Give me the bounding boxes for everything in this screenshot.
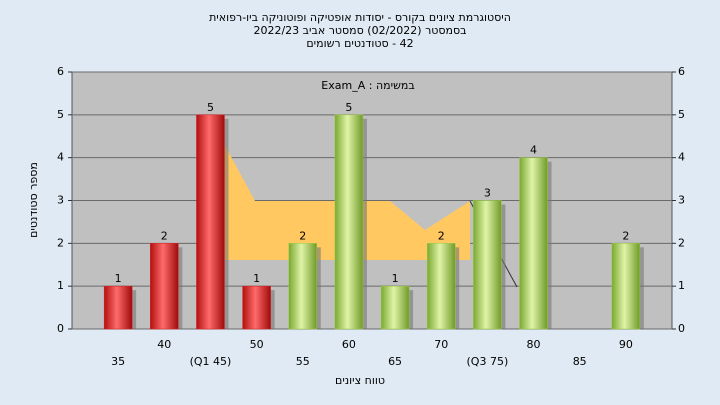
data-label: 2	[161, 229, 168, 242]
y2-tick-label: 6	[678, 65, 685, 78]
x-axis-title: טווח ציונים	[335, 374, 385, 387]
x-tick-label: 65	[388, 355, 402, 368]
data-label: 4	[530, 144, 537, 157]
x-tick-label: 90	[619, 338, 633, 351]
y-tick-label: 2	[57, 236, 64, 249]
bar	[611, 243, 641, 330]
data-label: 2	[622, 229, 629, 242]
bar	[380, 285, 410, 330]
y2-tick-label: 0	[678, 322, 685, 335]
annotation: במשימה : Exam_A	[321, 79, 414, 92]
data-label: 2	[438, 229, 445, 242]
bar	[288, 243, 318, 330]
data-label: 1	[115, 272, 122, 285]
y2-tick-label: 5	[678, 108, 685, 121]
data-label: 5	[345, 101, 352, 114]
y2-tick-label: 3	[678, 194, 685, 207]
chart-subtitle: בסמסטר (02/2022) סמסטר אביב 2022/23	[253, 24, 466, 37]
chart-subtitle: 42 - סטודנטים רשומים	[306, 37, 413, 50]
bar	[519, 157, 548, 330]
distribution-shape	[222, 140, 470, 260]
y2-tick-label: 4	[678, 151, 685, 164]
x-tick-label: (Q1 45)	[190, 355, 232, 368]
bar	[426, 243, 456, 330]
bar	[196, 114, 225, 330]
x-tick-label: 35	[111, 355, 125, 368]
y-tick-label: 3	[57, 194, 64, 207]
data-label: 2	[299, 229, 306, 242]
y-tick-label: 1	[57, 279, 64, 292]
y-tick-label: 5	[57, 108, 64, 121]
chart-title: היסטוגרמת ציונים בקורס - יסודות אופטיקה …	[209, 11, 511, 24]
y2-tick-label: 1	[678, 279, 685, 292]
x-tick-label: 80	[527, 338, 541, 351]
bar	[334, 114, 364, 330]
x-tick-label: 85	[573, 355, 587, 368]
bar	[242, 285, 271, 330]
y-axis-title: מספר סטודנטים	[27, 162, 40, 238]
y-tick-label: 0	[57, 322, 64, 335]
y-tick-label: 4	[57, 151, 64, 164]
data-label: 1	[392, 272, 399, 285]
x-tick-label: 70	[434, 338, 448, 351]
y2-tick-label: 2	[678, 236, 685, 249]
x-tick-label: 40	[157, 338, 171, 351]
data-label: 5	[207, 101, 214, 114]
data-label: 3	[484, 187, 491, 200]
y-tick-label: 6	[57, 65, 64, 78]
bar	[473, 200, 502, 330]
x-tick-label: 60	[342, 338, 356, 351]
x-tick-label: 55	[296, 355, 310, 368]
bar	[103, 285, 133, 330]
x-tick-label: (Q3 75)	[467, 355, 509, 368]
bar	[150, 243, 179, 330]
x-tick-label: 50	[250, 338, 264, 351]
data-label: 1	[253, 272, 260, 285]
